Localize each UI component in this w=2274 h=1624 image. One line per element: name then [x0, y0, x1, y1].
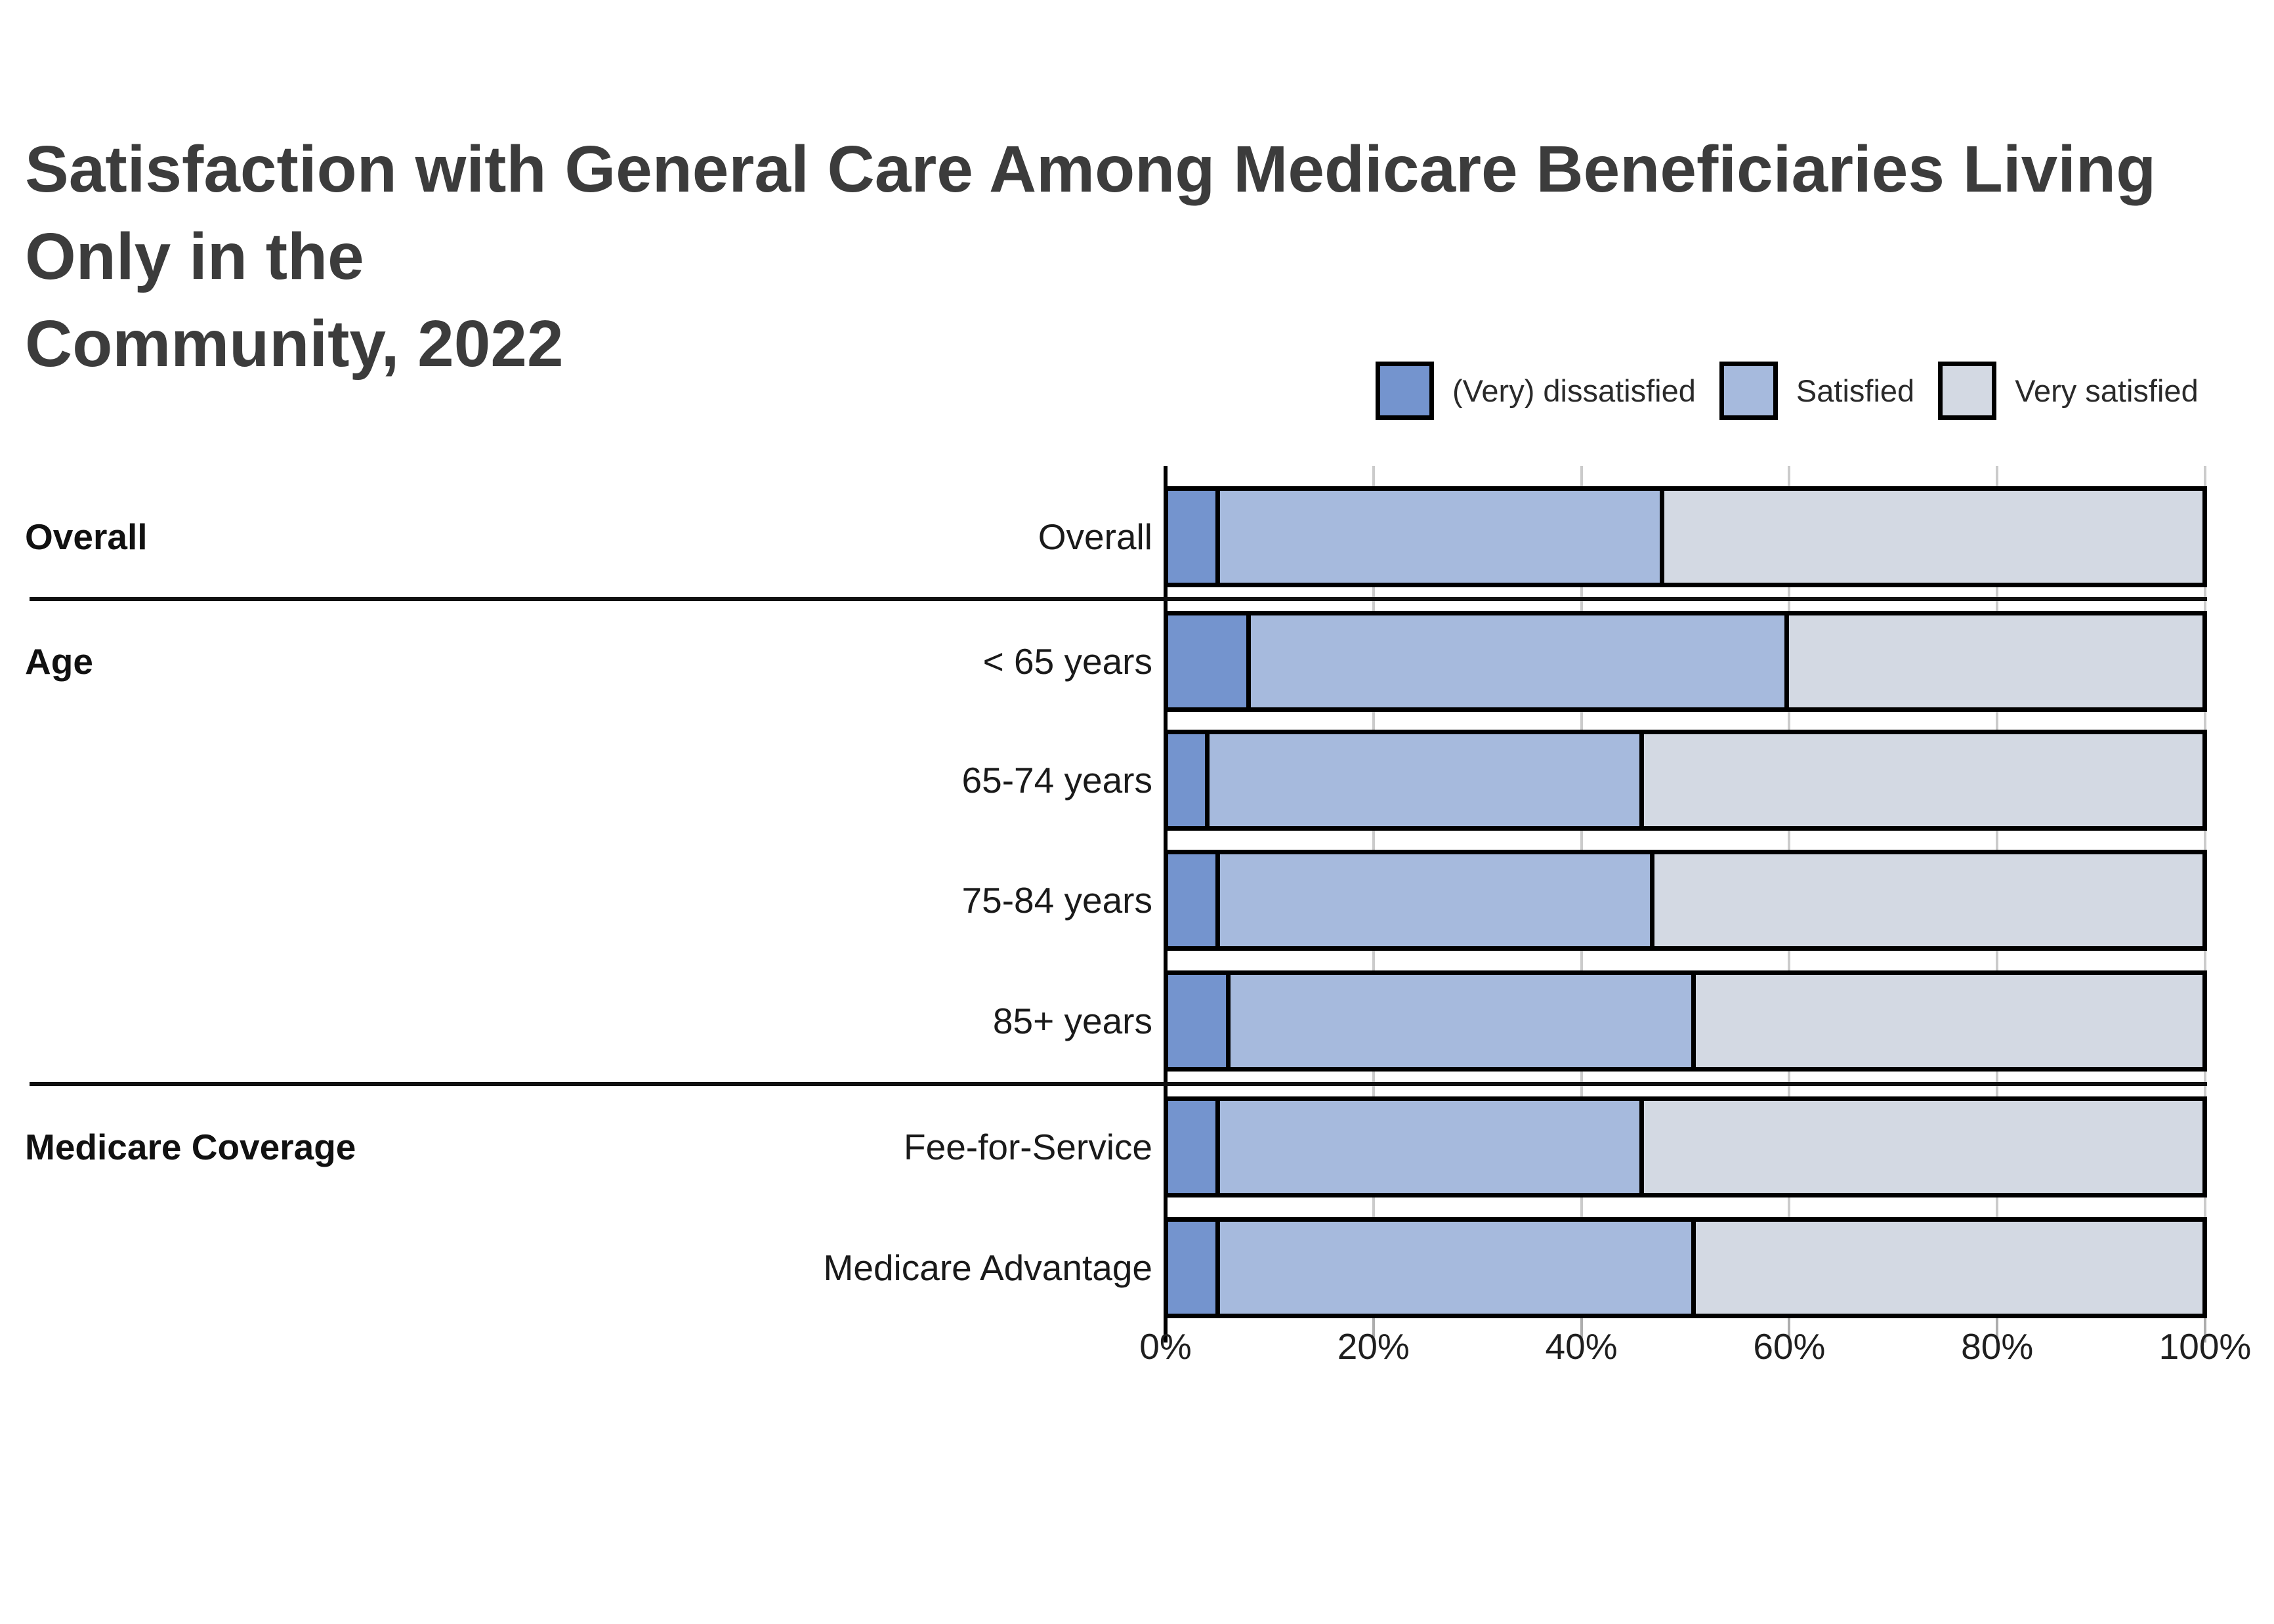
legend-label: Satisfied: [1796, 373, 1915, 408]
legend-item: (Very) dissatisfied: [1376, 362, 1696, 420]
row-label: 65-74 years: [961, 760, 1152, 801]
x-tick-label: 60%: [1753, 1326, 1826, 1367]
legend-item: Very satisfied: [1938, 362, 2199, 420]
bar-segment-dissatisfied: [1168, 491, 1220, 583]
row-label: 85+ years: [992, 1001, 1152, 1041]
bar-segment-satisfied: [1219, 1101, 1644, 1193]
tick-mark: [1580, 1318, 1583, 1343]
bar-segment-satisfied: [1219, 854, 1654, 946]
stacked-bar: [1164, 1096, 2207, 1197]
chart-title-line1: Satisfaction with General Care Among Med…: [25, 133, 2157, 293]
group-divider: [30, 1082, 2207, 1086]
stacked-bar: [1164, 970, 2207, 1072]
bar-segment-very-satisfied: [1695, 975, 2202, 1067]
tick-mark: [1996, 1318, 1999, 1343]
bar-segment-very-satisfied: [1788, 615, 2202, 707]
tick-mark: [2204, 1318, 2206, 1343]
chart-title: Satisfaction with General Care Among Med…: [25, 126, 2274, 388]
legend-swatch: [1938, 362, 1997, 420]
stacked-bar: [1164, 1217, 2207, 1318]
bar-segment-very-satisfied: [1643, 1101, 2202, 1193]
x-tick-label: 20%: [1337, 1326, 1410, 1367]
bar-segment-very-satisfied: [1695, 1222, 2202, 1314]
bar-segment-very-satisfied: [1643, 734, 2202, 826]
bar-segment-satisfied: [1219, 1222, 1696, 1314]
bar-segment-dissatisfied: [1168, 975, 1231, 1067]
chart-title-line2: Community, 2022: [25, 307, 564, 381]
legend-swatch: [1376, 362, 1434, 420]
bar-segment-dissatisfied: [1168, 615, 1252, 707]
legend-item: Satisfied: [1719, 362, 1914, 420]
y-axis-line: [1164, 466, 1168, 1343]
group-label: Medicare Coverage: [25, 1127, 356, 1167]
stacked-bar: [1164, 850, 2207, 951]
row-label: Overall: [1038, 516, 1152, 557]
x-tick-label: 80%: [1961, 1326, 2034, 1367]
row-label: Medicare Advantage: [823, 1247, 1152, 1288]
group-label: Overall: [25, 516, 148, 557]
legend-label: (Very) dissatisfied: [1452, 373, 1696, 408]
tick-mark: [1372, 1318, 1375, 1343]
legend: (Very) dissatisfied Satisfied Very satisfi…: [1376, 362, 2199, 420]
x-tick-label: 40%: [1545, 1326, 1618, 1367]
bar-segment-satisfied: [1251, 615, 1789, 707]
x-tick-label: 0%: [1139, 1326, 1192, 1367]
bar-segment-satisfied: [1219, 491, 1665, 583]
row-label: < 65 years: [982, 641, 1152, 682]
bar-segment-very-satisfied: [1664, 491, 2202, 583]
bar-segment-dissatisfied: [1168, 1222, 1220, 1314]
bar-segment-dissatisfied: [1168, 854, 1220, 946]
legend-label: Very satisfied: [2015, 373, 2199, 408]
stacked-bar: [1164, 486, 2207, 587]
stacked-bar: [1164, 730, 2207, 831]
group-divider: [30, 597, 2207, 601]
bar-segment-very-satisfied: [1654, 854, 2202, 946]
bar-segment-dissatisfied: [1168, 1101, 1220, 1193]
bar-segment-dissatisfied: [1168, 734, 1210, 826]
bar-segment-satisfied: [1210, 734, 1644, 826]
legend-swatch: [1719, 362, 1778, 420]
x-tick-label: 100%: [2158, 1326, 2252, 1367]
tick-mark: [1788, 1318, 1791, 1343]
row-label: Fee-for-Service: [904, 1127, 1152, 1167]
group-label: Age: [25, 641, 93, 682]
row-label: 75-84 years: [961, 880, 1152, 921]
stacked-bar: [1164, 611, 2207, 712]
bar-segment-satisfied: [1230, 975, 1696, 1067]
